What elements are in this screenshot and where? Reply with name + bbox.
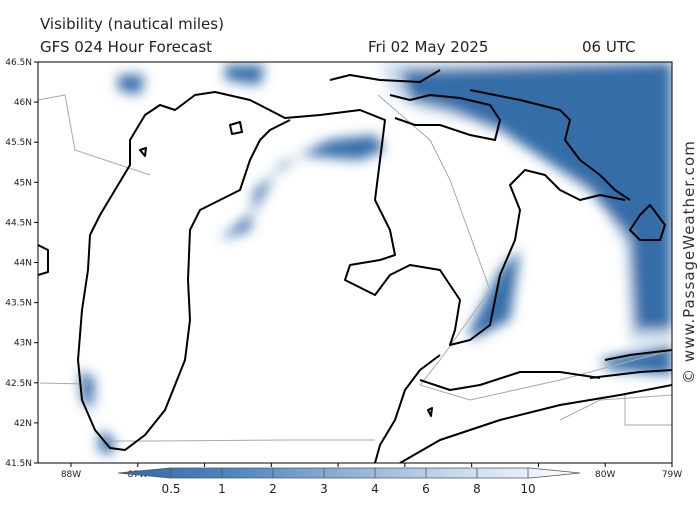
lon-tick-label: 79W bbox=[662, 470, 682, 480]
lat-tick-label: 41.5N bbox=[5, 459, 32, 469]
colorbar-label: 8 bbox=[473, 482, 481, 496]
coastlines bbox=[38, 69, 672, 463]
lat-tick-label: 42.5N bbox=[5, 379, 32, 389]
lat-tick-label: 46N bbox=[14, 98, 32, 108]
colorbar-label: 1 bbox=[218, 482, 226, 496]
colorbar-label: 6 bbox=[422, 482, 430, 496]
lat-tick-label: 43N bbox=[14, 339, 32, 349]
lon-tick-label: 88W bbox=[61, 470, 81, 480]
lat-tick-label: 45N bbox=[14, 178, 32, 188]
colorbar-ticks: 0.5 1 2 3 4 6 8 10 bbox=[161, 468, 536, 496]
map-area bbox=[38, 62, 672, 463]
colorbar bbox=[117, 467, 581, 479]
lat-tick-label: 44N bbox=[14, 259, 32, 269]
lat-tick-label: 43.5N bbox=[5, 299, 32, 309]
lat-tick-label: 42N bbox=[14, 419, 32, 429]
colorbar-label: 2 bbox=[269, 482, 277, 496]
colorbar-label: 0.5 bbox=[161, 482, 180, 496]
subtitle: GFS 024 Hour Forecast bbox=[40, 38, 212, 56]
borders bbox=[38, 94, 672, 442]
title: Visibility (nautical miles) bbox=[40, 15, 224, 33]
colorbar-label: 4 bbox=[371, 482, 379, 496]
date: Fri 02 May 2025 bbox=[368, 38, 488, 56]
colorbar-label: 3 bbox=[320, 482, 328, 496]
watermark: © www.PassageWeather.com bbox=[680, 140, 698, 384]
low-visibility-areas bbox=[80, 62, 672, 455]
lat-tick-label: 45.5N bbox=[5, 138, 32, 148]
time: 06 UTC bbox=[582, 38, 636, 56]
lon-tick-label: 80W bbox=[595, 470, 615, 480]
colorbar-label: 10 bbox=[520, 482, 535, 496]
lat-tick-label: 46.5N bbox=[5, 58, 32, 68]
lat-tick-label: 44.5N bbox=[5, 218, 32, 228]
